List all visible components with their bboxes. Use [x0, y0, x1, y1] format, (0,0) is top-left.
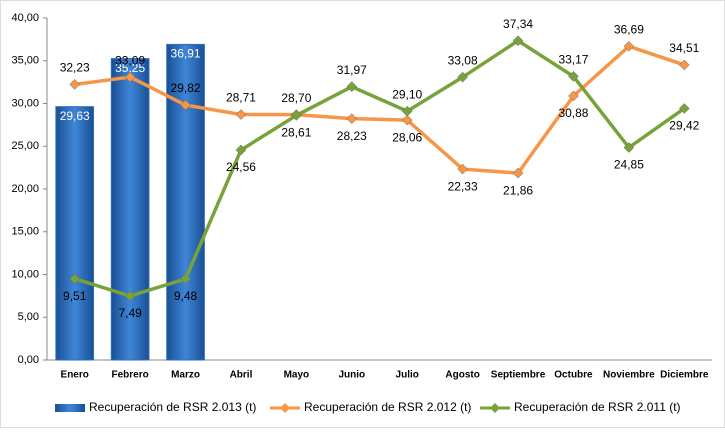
line	[74, 44, 685, 175]
y-tick-label: 5,00	[18, 311, 39, 323]
data-label: 29,42	[669, 119, 699, 133]
data-label: 29,82	[171, 81, 201, 95]
bar	[55, 106, 95, 361]
bar-label: 35,25	[115, 61, 145, 75]
legend-marker	[280, 403, 290, 413]
legend-label: Recuperación de RSR 2.013 (t)	[89, 400, 256, 414]
x-tick-label: Abril	[230, 370, 253, 381]
point-marker	[180, 273, 191, 285]
y-tick-label: 10,00	[11, 268, 39, 280]
point-marker	[401, 114, 413, 126]
data-label: 33,08	[448, 53, 478, 67]
point-marker	[235, 144, 247, 156]
point-marker	[69, 79, 81, 90]
data-label: 34,51	[669, 41, 699, 55]
y-tick-label: 30,00	[11, 97, 39, 109]
data-label: 30,88	[558, 106, 588, 120]
x-tick-label: Junio	[338, 370, 365, 381]
data-label: 7,49	[118, 306, 142, 320]
x-tick-label: Septiembre	[491, 370, 546, 381]
x-tick-label: Noviembre	[603, 370, 655, 381]
data-label: 28,23	[337, 129, 367, 143]
data-label: 24,85	[614, 158, 644, 172]
point-marker	[69, 273, 81, 285]
legend-marker	[490, 403, 500, 413]
point-marker	[401, 105, 413, 117]
point-marker	[346, 113, 358, 124]
point-marker	[291, 110, 302, 121]
bar	[166, 43, 205, 361]
y-tick-label: 35,00	[11, 55, 39, 67]
data-label: 28,70	[281, 91, 311, 105]
data-label: 33,17	[558, 53, 588, 67]
y-tick-label: 0,00	[18, 354, 39, 366]
point-marker	[346, 81, 358, 93]
point-marker	[678, 103, 690, 114]
data-label: 21,86	[503, 183, 533, 197]
point-marker	[678, 59, 690, 71]
y-tick-label: 25,00	[11, 140, 39, 152]
y-tick-label: 40,00	[11, 12, 39, 24]
data-label: 36,69	[614, 22, 644, 36]
y-tick-label: 15,00	[11, 226, 39, 238]
point-marker	[124, 71, 136, 83]
data-label: 24,56	[226, 160, 256, 174]
point-marker	[623, 40, 635, 52]
data-label: 22,33	[448, 179, 478, 193]
data-label: 28,06	[392, 130, 422, 144]
line	[74, 38, 686, 298]
bar-label: 36,91	[171, 47, 201, 61]
legend-label: Recuperación de RSR 2.012 (t)	[304, 400, 471, 414]
bar	[110, 58, 150, 361]
x-tick-label: Mayo	[284, 370, 310, 381]
data-label: 29,10	[392, 87, 422, 101]
point-marker	[457, 163, 468, 175]
legend-swatch	[55, 404, 85, 412]
data-label: 28,61	[281, 126, 311, 140]
data-label: 37,34	[503, 17, 533, 31]
point-marker	[568, 90, 579, 102]
x-tick-label: Enero	[61, 370, 89, 381]
point-marker	[512, 35, 524, 47]
point-marker	[512, 167, 524, 179]
x-tick-label: Febrero	[112, 370, 149, 381]
point-marker	[457, 71, 468, 83]
data-label: 9,48	[174, 289, 198, 303]
data-label: 32,23	[60, 61, 90, 75]
legend-label: Recuperación de RSR 2.011 (t)	[514, 400, 681, 414]
point-marker	[180, 99, 191, 111]
point-marker	[124, 290, 136, 302]
point-marker	[235, 109, 247, 120]
data-label: 31,97	[337, 63, 367, 77]
data-label: 28,71	[226, 91, 256, 105]
x-tick-label: Julio	[396, 370, 419, 381]
point-marker	[568, 71, 579, 82]
x-tick-label: Diciembre	[660, 370, 709, 381]
data-label: 9,51	[63, 289, 87, 303]
x-tick-label: Marzo	[171, 370, 200, 381]
y-tick-label: 20,00	[11, 183, 39, 195]
point-marker	[623, 142, 635, 153]
x-tick-label: Agosto	[445, 370, 479, 381]
x-tick-label: Octubre	[554, 370, 593, 381]
data-label: 33,09	[115, 53, 145, 67]
bar-label: 29,63	[60, 109, 90, 123]
